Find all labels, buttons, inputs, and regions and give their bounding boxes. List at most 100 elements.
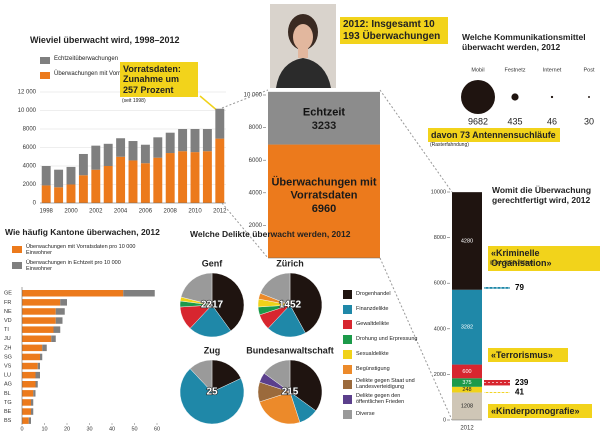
pie-slice (189, 359, 213, 393)
y-tick-label: 10 000 (244, 93, 263, 99)
bar-segment (116, 156, 126, 203)
pie-name: Zürich (276, 258, 304, 268)
callout: Vorratsdaten: Zunahme um 257 Prozent (120, 62, 198, 98)
segment-name: Echtzeit (302, 106, 346, 119)
bar-segment (22, 381, 36, 388)
legend-label: Diverse (356, 411, 375, 417)
chart-title: Wieviel überwacht wird, 1998–2012 (30, 35, 180, 45)
bar-segment (268, 144, 380, 258)
chart-title: Wie häufig Kantone überwachen, 2012 (5, 227, 160, 237)
bar-segment (37, 362, 40, 370)
bar-segment (53, 326, 61, 333)
bar-segment (452, 392, 482, 420)
bar-segment (190, 129, 200, 153)
category-label: FR (4, 300, 11, 306)
bar-segment (22, 290, 124, 297)
bar-segment (33, 390, 36, 397)
bar-segment (116, 138, 126, 157)
category-label: VS (4, 364, 12, 370)
pie-slice (259, 272, 291, 306)
connector (221, 89, 269, 109)
category-label: JU (4, 336, 11, 342)
bar-segment (66, 184, 76, 203)
legend-swatch (343, 305, 352, 314)
pie-slice (263, 359, 291, 393)
data-label: 248 (462, 387, 471, 393)
data-label: 435 (507, 116, 522, 126)
bar-segment (41, 185, 51, 203)
x-tick-label: 50 (131, 426, 137, 432)
bar-segment (202, 129, 212, 152)
y-tick-label: 2000 (23, 182, 37, 188)
bar-segment (215, 108, 225, 139)
bar-segment (35, 381, 38, 388)
pie-slice (259, 391, 301, 425)
bar-segment (190, 152, 200, 203)
legend-label: Finanzdelikte (356, 306, 389, 312)
legend-swatch (40, 72, 50, 79)
callout-note: (nach StGB 260ter) (490, 260, 534, 266)
data-label: 3282 (461, 325, 473, 331)
x-tick-label: 2006 (139, 209, 153, 215)
bar-segment (60, 299, 67, 306)
pie-name: Bundesanwaltschaft (246, 345, 334, 355)
bar-segment (22, 335, 52, 342)
pie-total: 215 (282, 387, 299, 398)
y-tick-label: 0 (33, 201, 37, 207)
bar-segment (103, 143, 113, 166)
bar-segment (153, 157, 163, 203)
bar-segment (91, 145, 101, 170)
callout: davon 73 Antennensuchläufe (428, 128, 560, 143)
chart-title: Welche Delikte überwacht werden, 2012 (190, 229, 351, 239)
category-label: Mobil (471, 67, 484, 73)
bar-segment (165, 132, 175, 154)
category-label: Post (583, 67, 594, 73)
y-tick-label: 8000 (434, 235, 446, 241)
connector (379, 257, 453, 421)
bar-segment (35, 371, 40, 379)
bar-segment (55, 317, 63, 324)
pie-name: Genf (202, 258, 224, 268)
bar-segment (31, 399, 34, 406)
pie-name: Zug (204, 345, 221, 355)
x-tick-label: 10 (41, 426, 47, 432)
bar-segment (178, 129, 188, 152)
bar-segment (28, 417, 31, 424)
legend-label: Drohung und Erpressung (356, 336, 418, 342)
bar-segment (22, 308, 56, 315)
legend-label: Delikte gegen den öffentlichen Frieden (356, 393, 405, 406)
bar-segment (22, 299, 61, 306)
pie-total: 2217 (201, 300, 224, 311)
legend-label: Überwachungen mit Vorratsdaten pro 10 00… (26, 244, 136, 257)
bar-segment (452, 289, 482, 365)
data-label: 9682 (468, 116, 488, 126)
callout-note: (Rasterfahndung) (430, 142, 469, 148)
legend-swatch (343, 335, 352, 344)
x-tick-label: 40 (109, 426, 115, 432)
callout: «Kinderpornografie» (488, 404, 592, 419)
y-tick-label: 6000 (249, 158, 263, 164)
bar-segment (22, 417, 29, 424)
pie-slice (211, 272, 245, 332)
x-tick-label: 2010 (188, 209, 202, 215)
legend-swatch (343, 380, 352, 389)
data-label: 6960 (312, 203, 336, 215)
bar-segment (78, 175, 88, 203)
bar-segment (452, 192, 482, 290)
bar-segment (140, 144, 150, 164)
legend-label: Überwachungen mit Vorratsdaten (54, 71, 144, 77)
bar-segment (40, 353, 43, 361)
bar-segment (66, 166, 76, 185)
bar-segment (452, 386, 482, 393)
portrait (270, 4, 336, 88)
bar-segment (22, 344, 43, 352)
y-tick-label: 4000 (23, 164, 37, 170)
category-label: AG (4, 382, 12, 388)
y-tick-label: 2000 (249, 223, 263, 229)
annotation-value: 41 (515, 388, 524, 397)
x-tick-label: 2012 (460, 426, 474, 432)
bar-segment (215, 138, 225, 203)
callout: «Terrorismus» (488, 348, 568, 363)
bar-segment (55, 308, 65, 315)
